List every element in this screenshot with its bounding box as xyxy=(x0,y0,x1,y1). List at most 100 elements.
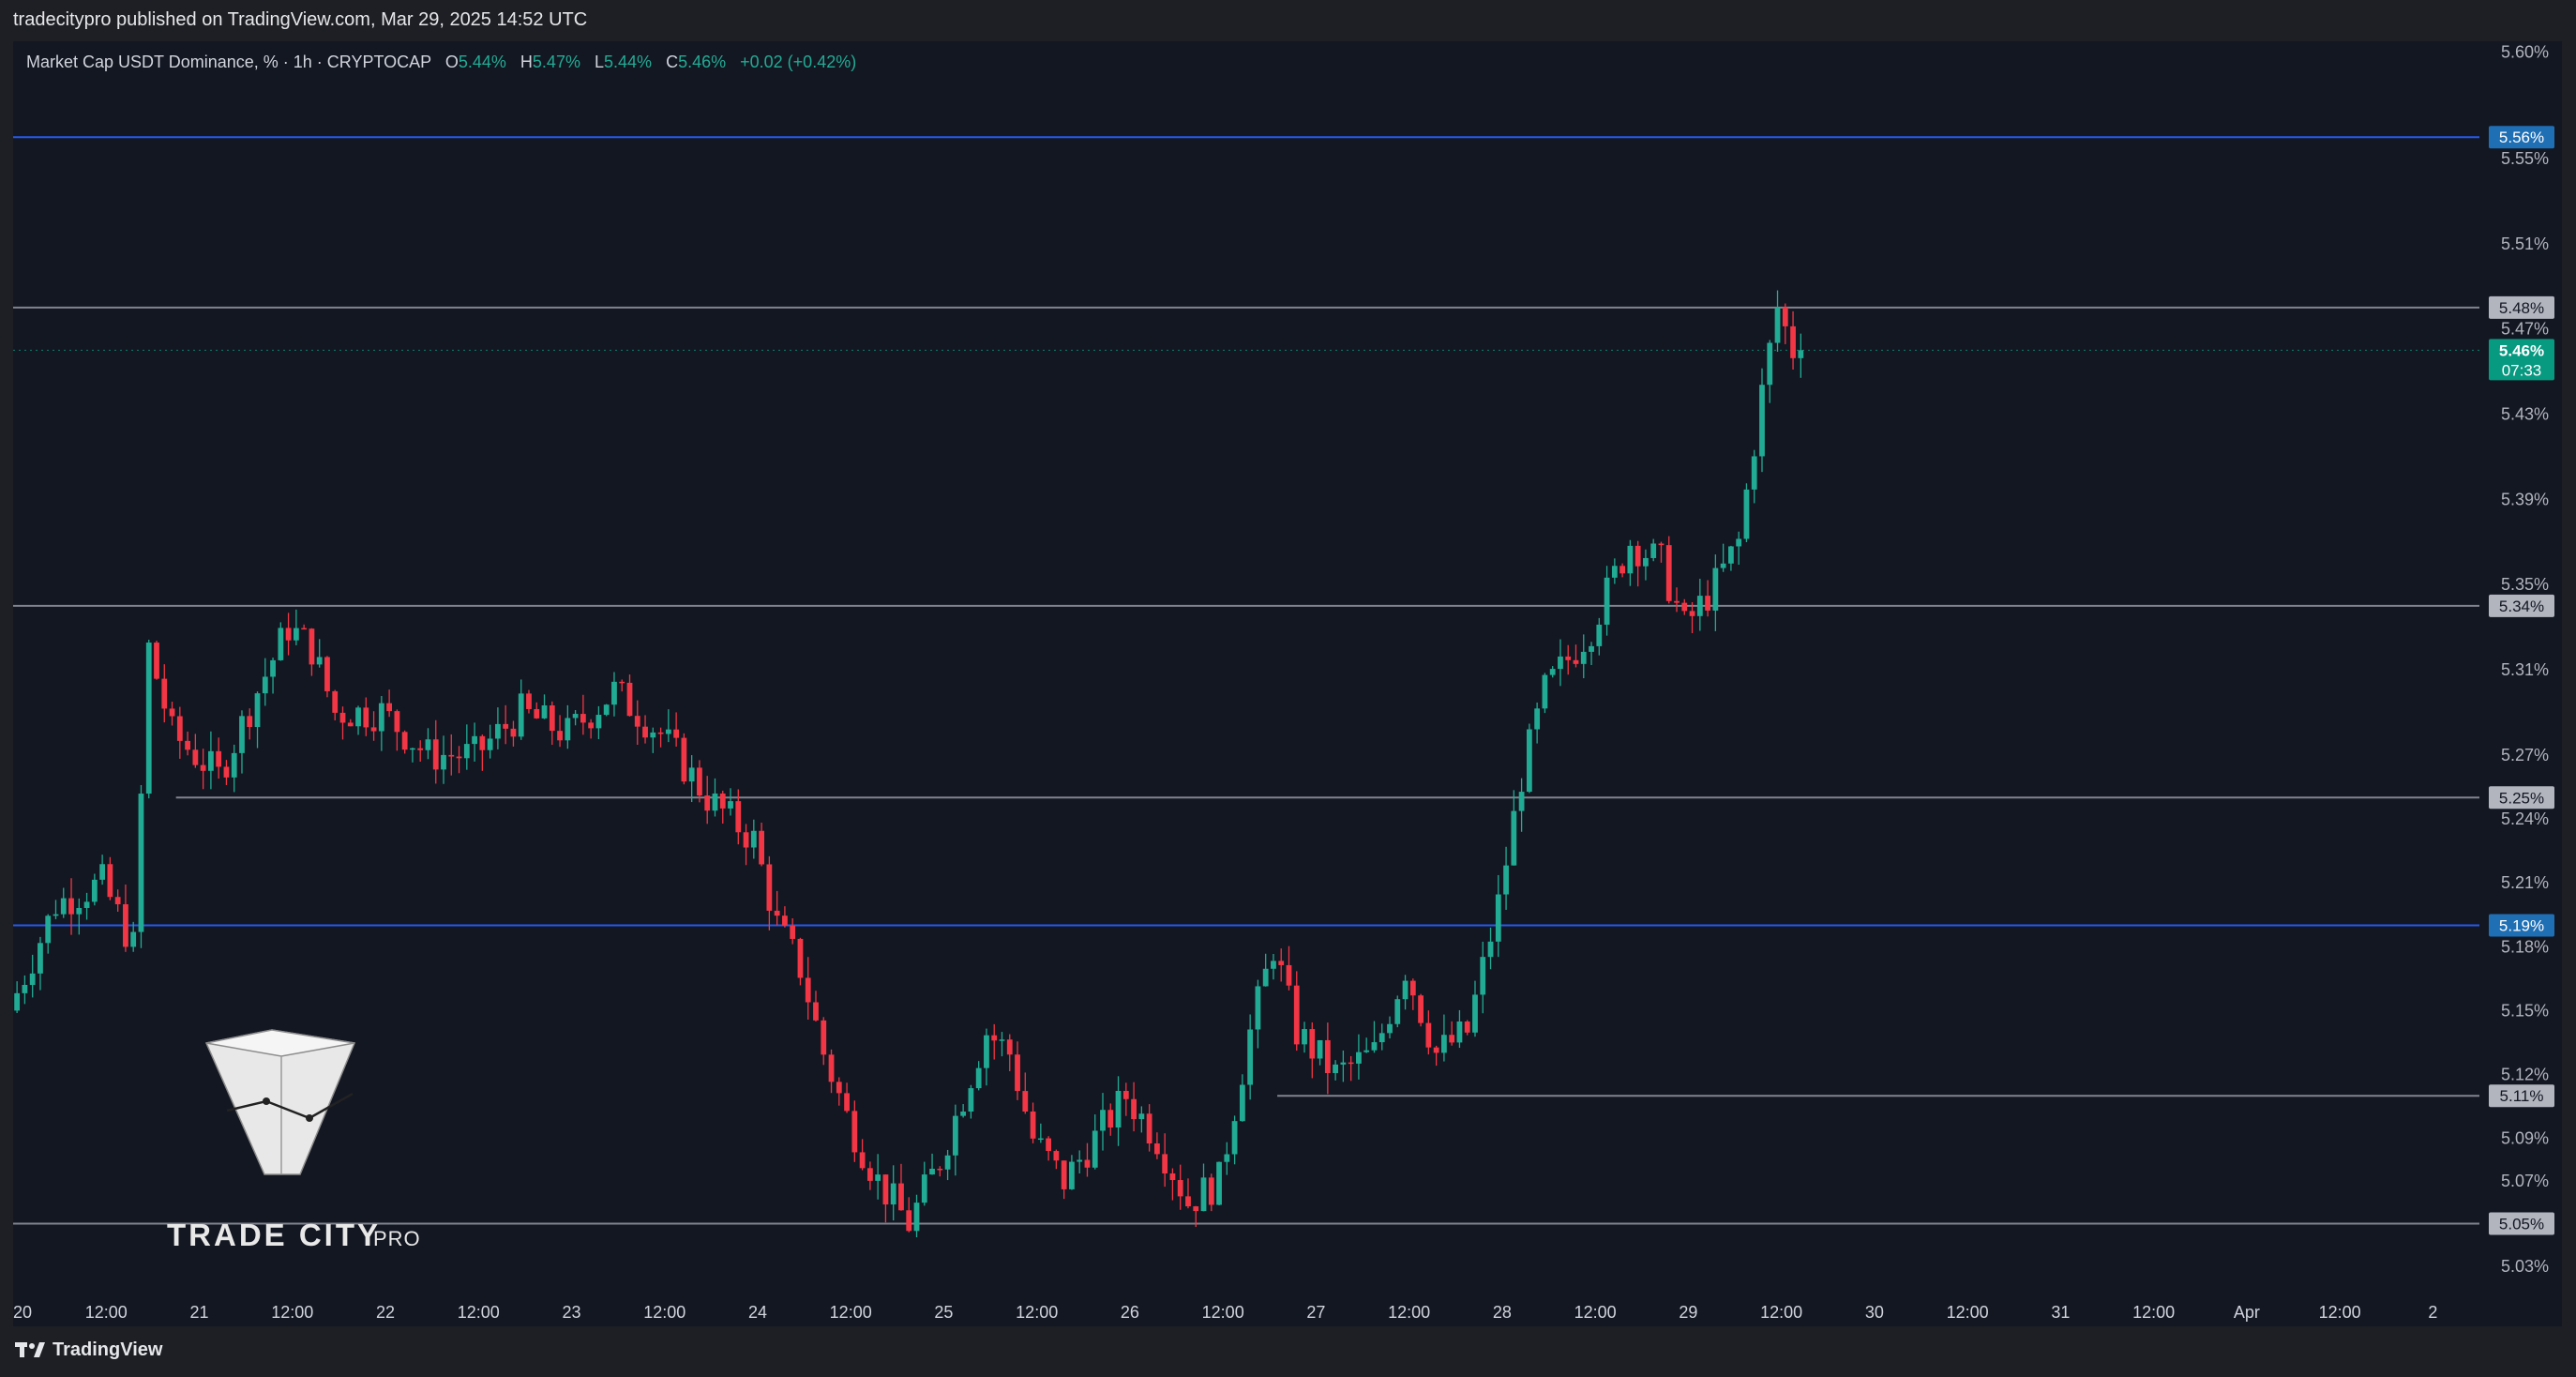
candle-body xyxy=(844,1093,850,1112)
candle-body xyxy=(984,1035,989,1068)
time-tick-label: 30 xyxy=(1865,1303,1884,1322)
candle-body xyxy=(906,1210,912,1232)
candle-body xyxy=(1674,600,1680,603)
candle-body xyxy=(1200,1177,1207,1212)
chart-panel[interactable]: TRADE CITY PRO 5.60% 5.55% 5.51% 5.47% 5.43%… xyxy=(13,41,2562,1326)
change-value: +0.02 (+0.42%) xyxy=(740,53,857,71)
price-tick-label: 5.55% xyxy=(2501,149,2549,168)
candle-body xyxy=(1712,567,1719,611)
price-tick-label: 5.21% xyxy=(2501,873,2549,892)
candle-body xyxy=(1542,674,1548,709)
footer: TradingView xyxy=(0,1326,2576,1377)
candle-body xyxy=(875,1174,881,1181)
candle-body xyxy=(114,897,121,905)
candle-body xyxy=(316,657,323,665)
watermark-zigzag xyxy=(226,1092,354,1120)
candle-body xyxy=(441,754,446,770)
candle-body xyxy=(866,1168,873,1181)
close-value: 5.46% xyxy=(678,53,727,71)
candle-body xyxy=(456,756,462,759)
candle-body xyxy=(1138,1113,1145,1120)
candle-body xyxy=(1333,1064,1339,1074)
candle-body xyxy=(324,657,330,691)
candle-body xyxy=(1115,1090,1122,1128)
candle-body xyxy=(301,628,308,630)
time-axis[interactable]: 20 12:00 21 12:00 22 12:00 23 12:00 24 12:00 25 12:… xyxy=(13,1303,2437,1322)
candle-body xyxy=(1131,1098,1137,1120)
candle-body xyxy=(410,748,415,750)
candle-body xyxy=(130,931,137,947)
price-tick-label: 5.31% xyxy=(2501,660,2549,679)
candle-body xyxy=(1262,968,1269,987)
candle-body xyxy=(208,750,214,771)
time-tick-label: Apr xyxy=(2234,1303,2260,1322)
low-label: L xyxy=(594,53,604,71)
candle-body xyxy=(1122,1090,1129,1099)
candle-body xyxy=(859,1152,866,1169)
candle-body xyxy=(657,732,664,734)
candle-body xyxy=(960,1112,967,1116)
candle-body xyxy=(76,907,83,915)
candle-body xyxy=(1077,1159,1083,1162)
candle-body xyxy=(503,723,509,729)
candle-body xyxy=(549,704,555,732)
candle-body xyxy=(487,738,493,750)
time-tick-label: 25 xyxy=(934,1303,953,1322)
time-tick-label: 12:00 xyxy=(1574,1303,1617,1322)
candle-body xyxy=(1302,1029,1307,1045)
candle-body xyxy=(1565,656,1572,660)
candle-body xyxy=(1092,1130,1098,1168)
time-tick-label: 2 xyxy=(2428,1303,2437,1322)
candle-body xyxy=(1418,995,1424,1023)
candle-body xyxy=(1643,557,1649,567)
candle-body xyxy=(386,703,393,712)
candle-body xyxy=(285,628,292,641)
candle-body xyxy=(921,1174,927,1203)
candle-body xyxy=(735,801,742,833)
candle-body xyxy=(278,628,284,660)
candle-body xyxy=(968,1088,974,1112)
candle-body xyxy=(216,750,222,767)
price-tick-label: 5.07% xyxy=(2501,1172,2549,1190)
candle-body xyxy=(890,1183,896,1205)
candle-body xyxy=(1247,1029,1254,1085)
candle-body xyxy=(805,977,811,1003)
candle-body xyxy=(634,716,640,727)
candle-body xyxy=(1634,545,1641,567)
high-value: 5.47% xyxy=(532,53,580,71)
time-tick-label: 12:00 xyxy=(2319,1303,2361,1322)
candle-body xyxy=(448,754,455,757)
candle-body xyxy=(642,726,648,738)
level-label-box xyxy=(2489,914,2554,937)
candle-body xyxy=(750,830,757,848)
candle-body xyxy=(1255,986,1261,1030)
candle-body xyxy=(1798,350,1804,358)
candle-body xyxy=(60,898,67,915)
candle-body xyxy=(138,794,144,932)
candlestick-chart[interactable]: TRADE CITY PRO 5.60% 5.55% 5.51% 5.47% 5.43%… xyxy=(13,41,2562,1326)
candle-body xyxy=(262,676,268,694)
candle-body xyxy=(797,938,804,978)
price-tick-label: 5.27% xyxy=(2501,746,2549,764)
candle-body xyxy=(1348,1062,1354,1065)
level-label-text: 5.11% xyxy=(2500,1087,2544,1105)
candle-body xyxy=(1751,456,1757,490)
candle-body xyxy=(619,681,625,684)
candle-body xyxy=(107,864,113,898)
candle-body xyxy=(432,739,439,770)
candles xyxy=(14,290,1804,1238)
candle-body xyxy=(339,712,346,723)
candle-body xyxy=(1759,385,1765,457)
tradingview-logo[interactable]: TradingView xyxy=(15,1339,162,1361)
candle-body xyxy=(774,910,780,916)
last-price-value: 5.46% xyxy=(2499,341,2544,359)
time-tick-label: 28 xyxy=(1493,1303,1512,1322)
candle-body xyxy=(1193,1206,1199,1212)
candle-body xyxy=(1340,1062,1347,1065)
time-tick-label: 12:00 xyxy=(2132,1303,2175,1322)
candle-body xyxy=(1371,1042,1378,1051)
candle-body xyxy=(91,879,98,902)
candle-body xyxy=(1790,325,1796,358)
candle-body xyxy=(1619,566,1626,574)
candle-body xyxy=(1402,980,1409,1000)
